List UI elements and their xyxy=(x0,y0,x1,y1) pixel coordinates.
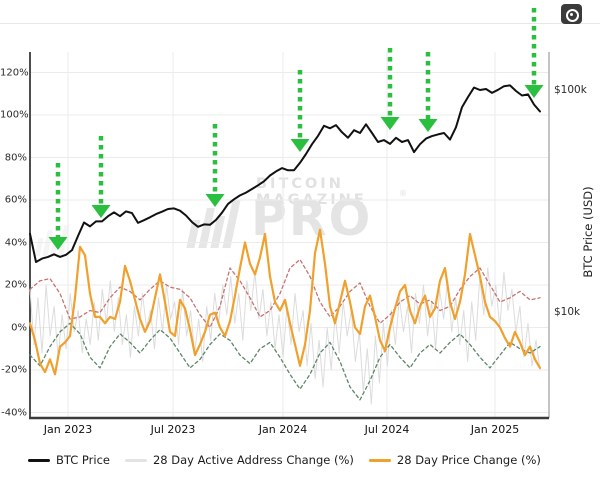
buy-signal-arrow-2 xyxy=(91,136,111,218)
legend-label-btc-price: BTC Price xyxy=(56,453,110,467)
legend-label-active-address-change: 28 Day Active Address Change (%) xyxy=(152,453,354,467)
buy-signal-arrow-5 xyxy=(380,48,400,130)
top-toolbar xyxy=(0,0,600,24)
active-address-change-swatch xyxy=(124,458,147,462)
series-28-day-price-change- xyxy=(28,228,542,376)
buy-signal-arrow-1 xyxy=(48,163,68,250)
series-btc-price xyxy=(29,84,541,263)
buy-signal-arrow-7 xyxy=(524,8,544,98)
price-change-swatch xyxy=(368,458,391,462)
chart-legend: BTC Price 28 Day Active Address Change (… xyxy=(28,453,541,467)
buy-signal-arrow-4 xyxy=(290,70,310,152)
btc-price-swatch xyxy=(28,458,50,462)
camera-icon-dot xyxy=(570,12,573,16)
series-28-day-active-address-change- xyxy=(29,267,541,405)
series-green-dashed-series xyxy=(29,322,541,401)
screenshot-button[interactable] xyxy=(561,4,582,24)
series-red-dashed-series xyxy=(29,258,541,329)
legend-item-active-address-change[interactable]: 28 Day Active Address Change (%) xyxy=(124,453,354,467)
buy-signal-arrow-3 xyxy=(205,124,225,207)
legend-item-btc-price[interactable]: BTC Price xyxy=(28,453,110,467)
legend-label-price-change: 28 Day Price Change (%) xyxy=(396,453,541,467)
camera-icon xyxy=(566,8,579,22)
legend-item-price-change[interactable]: 28 Day Price Change (%) xyxy=(368,453,541,467)
buy-signal-arrow-6 xyxy=(418,52,438,132)
